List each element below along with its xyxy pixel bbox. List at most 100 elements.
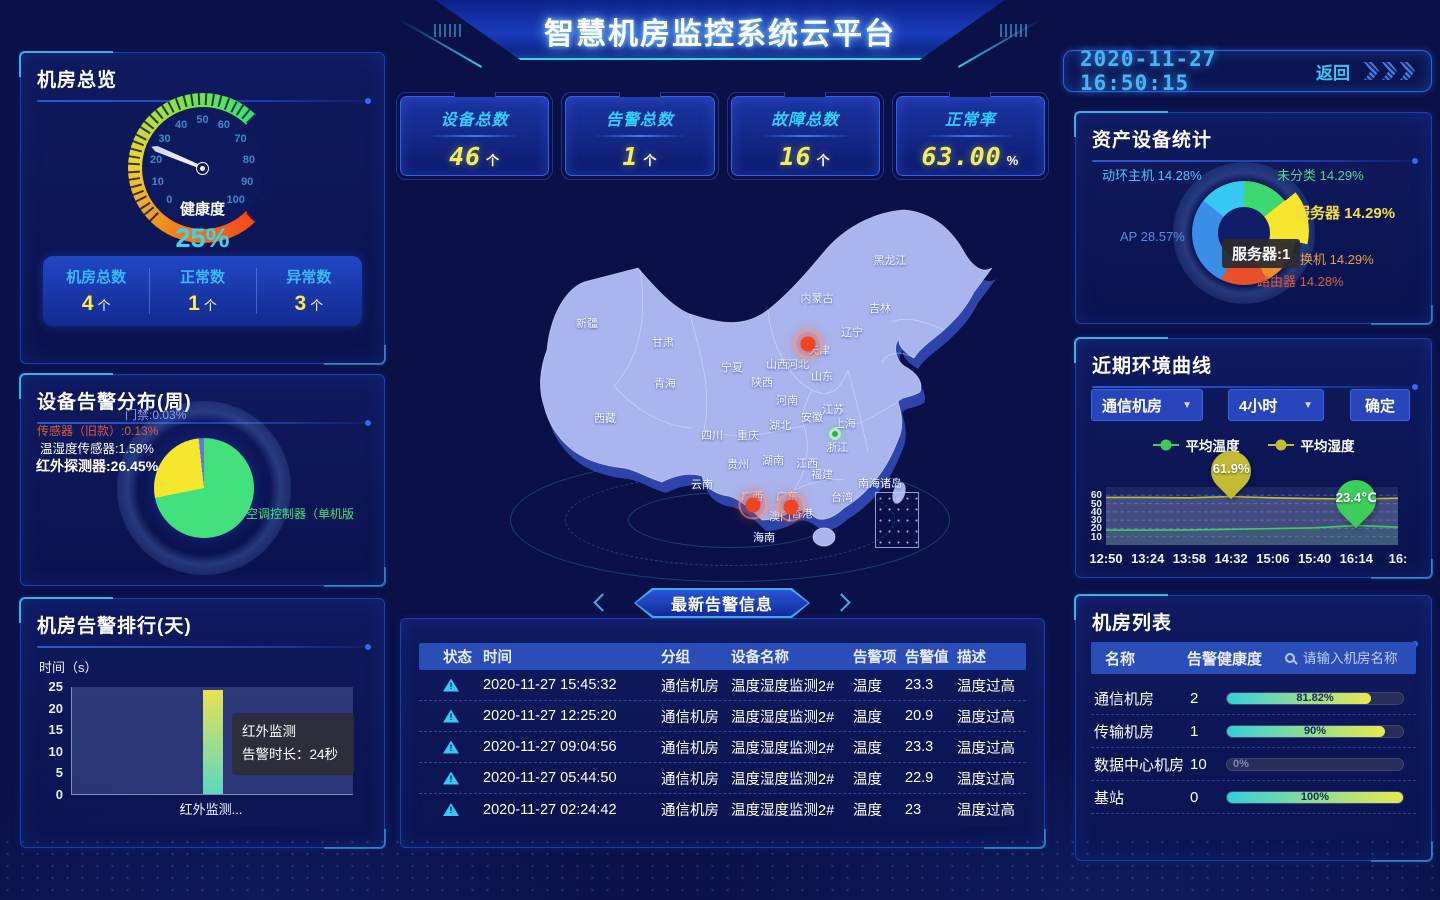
table-row: ! 2020-11-27 15:45:32 通信机房 温度湿度监测2# 温度 23.3 温度… <box>419 670 1026 701</box>
province-label: 云南 <box>691 479 713 491</box>
room-select[interactable]: 通信机房 ▼ <box>1091 389 1203 421</box>
table-column-header: 状态 <box>443 650 472 666</box>
group-cell: 通信机房 <box>661 803 719 819</box>
time-cell: 2020-11-27 02:24:42 <box>483 801 617 818</box>
pin-label: 23.4℃ <box>1335 489 1377 505</box>
room-list-header: 名称 告警健康度 <box>1091 642 1416 674</box>
badge-label: 最新告警信息 <box>635 590 809 616</box>
health-gauge: 0 10 20 30 40 50 60 70 80 90 100 健康度 <box>127 93 278 243</box>
map-alarm-marker[interactable] <box>776 492 806 522</box>
bar-chart-plot: 红外监测 告警时长：24秒 <box>71 687 354 795</box>
warning-icon: ! <box>443 709 459 723</box>
room-alarm-count: 0 <box>1190 788 1199 806</box>
table-column-header: 告警项 <box>853 650 897 666</box>
alarm-distribution-pie[interactable] <box>154 438 254 538</box>
province-label: 南海诸岛 <box>858 478 902 490</box>
china-map-svg <box>540 209 996 547</box>
stat-card: 告警总数 1 个 <box>561 92 719 180</box>
back-button[interactable]: 返回 <box>1316 63 1350 83</box>
province-label: 河北 <box>787 359 809 371</box>
page-title: 智慧机房监控系统云平台 <box>544 18 896 51</box>
status-cell: ! <box>419 709 477 723</box>
x-tick-label: 13:24 <box>1131 551 1165 566</box>
desc-cell: 温度过高 <box>957 709 1015 726</box>
gauge-tick-label: 40 <box>175 119 188 132</box>
province-label: 重庆 <box>737 430 759 442</box>
donut-label: AP 28.57% <box>1120 229 1185 244</box>
room-search-input[interactable] <box>1303 650 1416 666</box>
item-cell: 温度 <box>853 771 882 788</box>
chevron-icon <box>1364 62 1379 80</box>
overview-stat: 异常数 3 个 <box>255 256 362 326</box>
time-cell: 2020-11-27 09:04:56 <box>483 739 617 755</box>
x-tick-label: 13:58 <box>1172 551 1207 566</box>
pie-label: 门禁:0.03% <box>125 408 187 422</box>
title-underline <box>37 420 371 426</box>
map-alarm-marker[interactable] <box>738 490 768 520</box>
time-cell: 2020-11-27 05:44:50 <box>483 770 617 786</box>
gauge-tick-label: 100 <box>226 194 245 207</box>
legend-dot-icon <box>1267 444 1294 446</box>
donut-label: 路由器 14.28% <box>1257 274 1344 289</box>
health-bar: 0% <box>1226 757 1404 771</box>
gauge-tick-label: 20 <box>149 153 163 166</box>
confirm-button[interactable]: 确定 <box>1350 389 1410 421</box>
health-bar: 81.82% <box>1226 691 1404 705</box>
stat-unit: 个 <box>203 298 217 313</box>
province-label: 新疆 <box>576 318 598 330</box>
room-list-rows: 通信机房 2 81.82% 传输机房 1 90% 数据中心机房 10 0% 基站 0 100% <box>1091 682 1416 814</box>
table-column-header: 分组 <box>661 650 690 666</box>
stat-cards: 设备总数 46 个 告警总数 1 个 故障总数 16 个 正常率 63.00% <box>395 92 1050 180</box>
panel-asset-stats: 资产设备统计 动环主机 14.28% 未分类 14.29% 服务器 14.29% 交换… <box>1074 111 1433 325</box>
legend-dot-icon <box>1152 444 1179 446</box>
health-bar: 100% <box>1226 790 1404 804</box>
warning-icon: ! <box>443 740 459 754</box>
south-sea-inset <box>875 492 919 548</box>
period-select[interactable]: 4小时 ▼ <box>1228 389 1324 421</box>
province-label: 台湾 <box>831 492 853 504</box>
stat-label: 机房总数 <box>66 269 127 286</box>
desc-cell: 温度过高 <box>957 740 1015 757</box>
y-tick-label: 25 <box>48 679 63 694</box>
pie-label: 空调控制器（单机版 <box>246 507 355 521</box>
panel-room-overview: 机房总览 0 10 20 30 40 50 60 70 80 90 100 健康度 25% 机房总数… <box>19 51 386 365</box>
province-label: 吉林 <box>869 303 891 315</box>
legend-item[interactable]: 平均湿度 <box>1267 435 1355 455</box>
chevron-right-icon <box>832 593 851 612</box>
province-label: 江西 <box>796 458 818 470</box>
room-name: 基站 <box>1094 789 1125 807</box>
value-cell: 20.9 <box>905 708 934 724</box>
province-label: 山西 <box>766 359 788 371</box>
gauge-tick <box>265 170 278 173</box>
y-tick-label: 50 <box>1090 498 1102 510</box>
province-label: 湖南 <box>762 455 784 467</box>
stat-card-title: 设备总数 <box>440 112 509 129</box>
pin-label: 61.9% <box>1212 460 1250 476</box>
search-icon[interactable] <box>1285 653 1295 663</box>
chevrons-icon <box>1364 62 1415 80</box>
health-percentage: 90% <box>1303 724 1327 737</box>
x-tick-label: 15:06 <box>1256 551 1290 566</box>
donut-label: 动环主机 14.28% <box>1102 168 1202 183</box>
map-alarm-marker[interactable] <box>793 329 823 359</box>
room-name: 通信机房 <box>1094 690 1155 708</box>
province-label: 四川 <box>701 430 723 442</box>
health-bar: 90% <box>1226 724 1404 738</box>
map-normal-marker[interactable] <box>829 428 841 440</box>
device-cell: 温度湿度监测2# <box>731 803 835 819</box>
desc-cell: 温度过高 <box>957 771 1015 788</box>
gauge-tick-label: 60 <box>217 119 230 132</box>
title-underline <box>37 644 371 650</box>
bar-infrared[interactable] <box>203 690 223 794</box>
chart-tooltip: 红外监测 告警时长：24秒 <box>232 713 354 775</box>
period-select-value: 4小时 <box>1239 397 1278 415</box>
table-column-header: 告警值 <box>905 650 949 666</box>
pie-label: 红外探测器:26.45% <box>36 458 159 474</box>
province-label: 浙江 <box>826 442 848 454</box>
province-label: 甘肃 <box>652 337 674 349</box>
gauge-tick-label: 80 <box>242 153 256 166</box>
stat-card: 正常率 63.00% <box>891 92 1050 180</box>
axis-title: 时间（s） <box>39 660 98 675</box>
room-select-value: 通信机房 <box>1102 397 1163 415</box>
